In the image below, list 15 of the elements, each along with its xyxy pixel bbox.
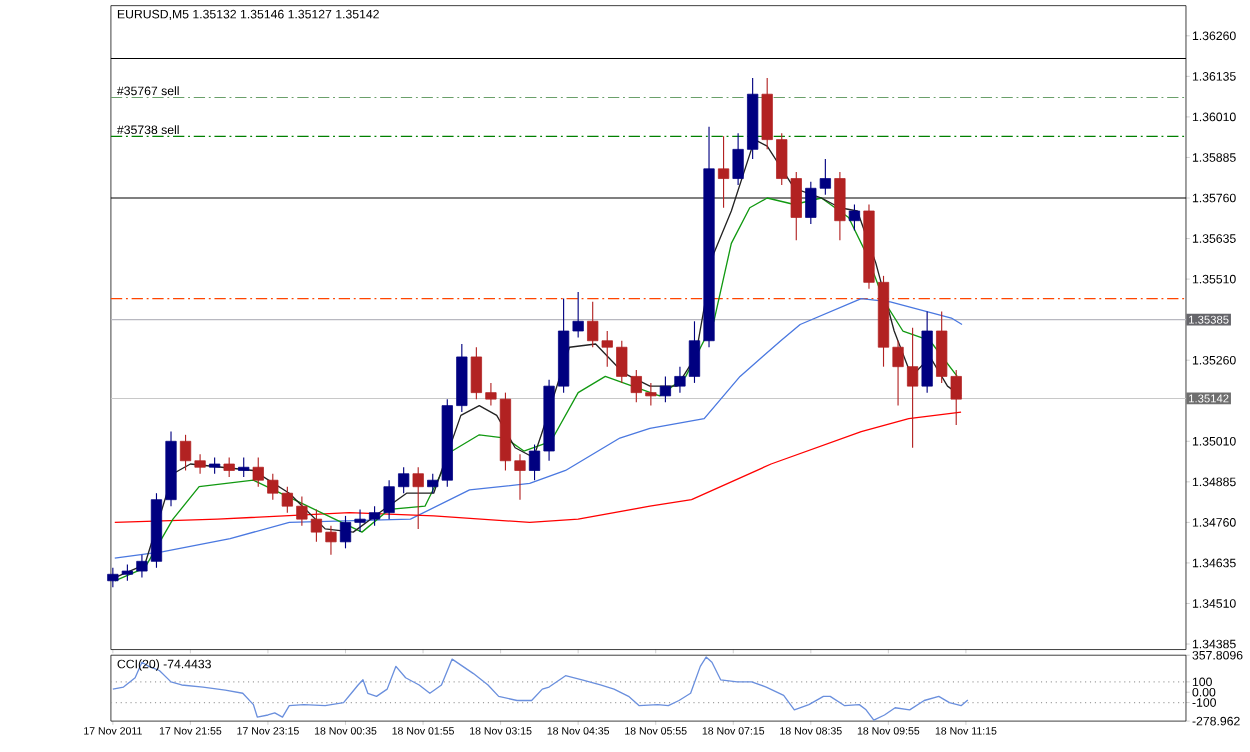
candlestick — [179, 434, 192, 472]
candlestick — [412, 467, 424, 530]
candlestick — [470, 347, 482, 401]
line-series — [114, 411, 962, 524]
candlestick — [238, 457, 250, 478]
line-series — [114, 298, 963, 560]
candlestick — [717, 136, 730, 209]
candlestick — [645, 382, 657, 407]
line-series — [112, 656, 969, 722]
candlestick — [848, 204, 861, 232]
candlestick — [339, 515, 352, 550]
candlestick — [514, 454, 526, 501]
candlestick — [834, 171, 846, 242]
candlestick — [223, 457, 235, 478]
candlestick — [194, 454, 206, 475]
